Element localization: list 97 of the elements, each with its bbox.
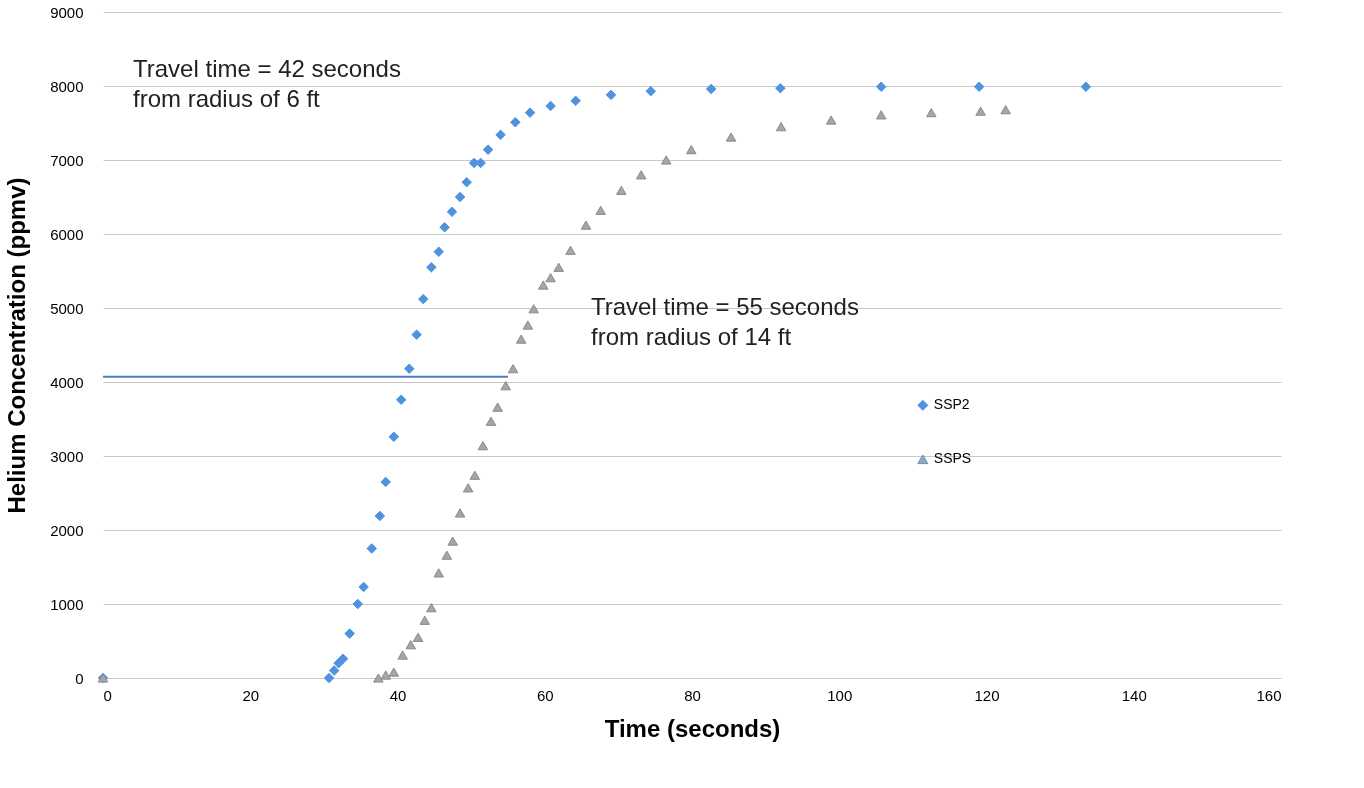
point [660,155,672,165]
x-tick-label: 20 [242,686,260,704]
point [344,628,355,639]
point [500,381,511,391]
y-tick-label: 2000 [50,521,84,539]
point [875,110,887,120]
point [538,280,549,290]
point [825,115,837,125]
point [1080,81,1092,92]
point [875,81,887,92]
point [412,632,424,642]
point [507,364,519,374]
point [482,144,494,155]
point [373,673,384,683]
point [565,245,576,255]
annotation: Travel time = 55 seconds from radius of 14 ft [591,293,859,350]
point [439,222,450,233]
y-tick-label: 3000 [50,447,84,465]
point [323,672,335,684]
point [553,262,564,272]
x-tick-label: 0 [103,686,112,704]
point [358,581,369,593]
point [419,615,430,625]
point [411,329,422,340]
annotation: Travel time = 42 seconds from radius of 6 ft [133,55,401,112]
point [337,653,349,664]
point [446,206,458,218]
point [580,220,592,230]
y-tick-label: 8000 [50,77,84,95]
point [426,262,437,273]
legend-label: SSP2 [933,396,970,413]
point [366,543,377,554]
y-tick-label: 7000 [50,151,84,169]
point [492,402,503,412]
point [462,483,474,493]
point [441,550,453,560]
point [485,416,497,426]
point [418,293,429,305]
y-axis-title: Helium Concentration (ppmv) [3,177,31,514]
x-tick-label: 140 [1121,686,1147,704]
x-tick-label: 60 [536,686,554,704]
point [388,431,400,442]
point [926,108,937,118]
y-tick-label: 1000 [50,595,84,613]
point [528,304,539,314]
point [405,640,416,650]
y-tick-label: 5000 [50,299,84,317]
point [374,510,386,522]
point [328,665,340,676]
point [433,246,444,257]
x-tick-label: 120 [974,686,1000,704]
x-tick-label: 40 [389,686,407,704]
point [454,508,466,518]
point [380,670,391,680]
point [545,273,556,283]
point [522,320,534,330]
point [461,176,472,188]
point [616,185,627,195]
point [705,83,717,95]
point [395,394,407,405]
point [545,100,556,112]
point [635,170,647,180]
y-tick-label: 9000 [50,3,84,21]
point [515,334,527,344]
point [973,81,985,92]
point [1000,105,1011,115]
point [495,129,506,141]
point [570,95,581,107]
point [388,667,400,677]
point [775,82,786,94]
point [975,106,986,116]
point [524,107,536,118]
point [426,603,437,613]
point [469,470,481,480]
x-tick-label: 80 [684,686,701,704]
point [433,568,444,578]
point [397,650,408,660]
x-axis-title: Time (seconds) [604,714,781,742]
x-tick-label: 160 [1256,686,1282,704]
point [447,536,458,546]
point [380,476,391,488]
point [477,441,489,451]
point [605,89,617,101]
point [725,132,737,142]
point [595,205,606,215]
y-tick-label: 4000 [50,373,84,391]
point [686,145,697,155]
x-tick-label: 100 [827,686,853,704]
legend-label: SSPS [933,450,972,467]
point [352,598,363,610]
point [454,191,466,203]
point [404,363,415,374]
point [510,117,521,128]
point [645,85,657,97]
y-tick-label: 6000 [50,225,84,243]
point [775,122,787,132]
y-tick-label: 0 [75,669,84,687]
